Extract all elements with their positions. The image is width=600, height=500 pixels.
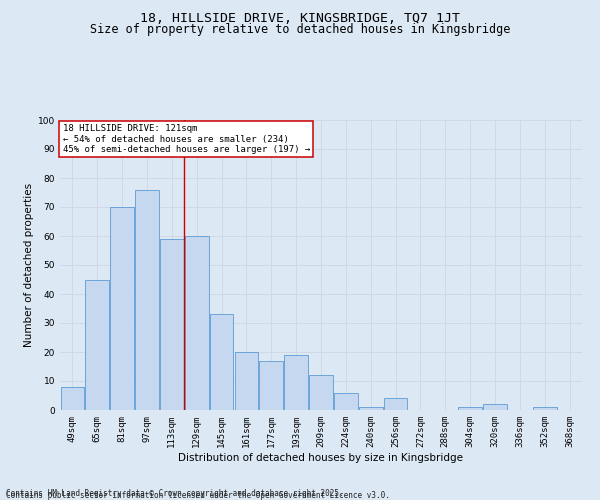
Bar bbox=[135, 190, 159, 410]
Bar bbox=[334, 392, 358, 410]
Bar bbox=[160, 239, 184, 410]
Text: 18, HILLSIDE DRIVE, KINGSBRIDGE, TQ7 1JT: 18, HILLSIDE DRIVE, KINGSBRIDGE, TQ7 1JT bbox=[140, 12, 460, 26]
Bar bbox=[359, 407, 383, 410]
Bar bbox=[533, 407, 557, 410]
Text: Contains HM Land Registry data © Crown copyright and database right 2025.: Contains HM Land Registry data © Crown c… bbox=[6, 488, 344, 498]
Text: Size of property relative to detached houses in Kingsbridge: Size of property relative to detached ho… bbox=[90, 22, 510, 36]
Y-axis label: Number of detached properties: Number of detached properties bbox=[24, 183, 34, 347]
Bar bbox=[235, 352, 258, 410]
Bar bbox=[483, 404, 507, 410]
Bar bbox=[259, 360, 283, 410]
Bar bbox=[210, 314, 233, 410]
Bar bbox=[185, 236, 209, 410]
X-axis label: Distribution of detached houses by size in Kingsbridge: Distribution of detached houses by size … bbox=[179, 452, 464, 462]
Text: Contains public sector information licensed under the Open Government Licence v3: Contains public sector information licen… bbox=[6, 491, 390, 500]
Bar bbox=[110, 207, 134, 410]
Text: 18 HILLSIDE DRIVE: 121sqm
← 54% of detached houses are smaller (234)
45% of semi: 18 HILLSIDE DRIVE: 121sqm ← 54% of detac… bbox=[62, 124, 310, 154]
Bar bbox=[284, 355, 308, 410]
Bar bbox=[61, 387, 84, 410]
Bar bbox=[458, 407, 482, 410]
Bar bbox=[384, 398, 407, 410]
Bar bbox=[85, 280, 109, 410]
Bar bbox=[309, 375, 333, 410]
